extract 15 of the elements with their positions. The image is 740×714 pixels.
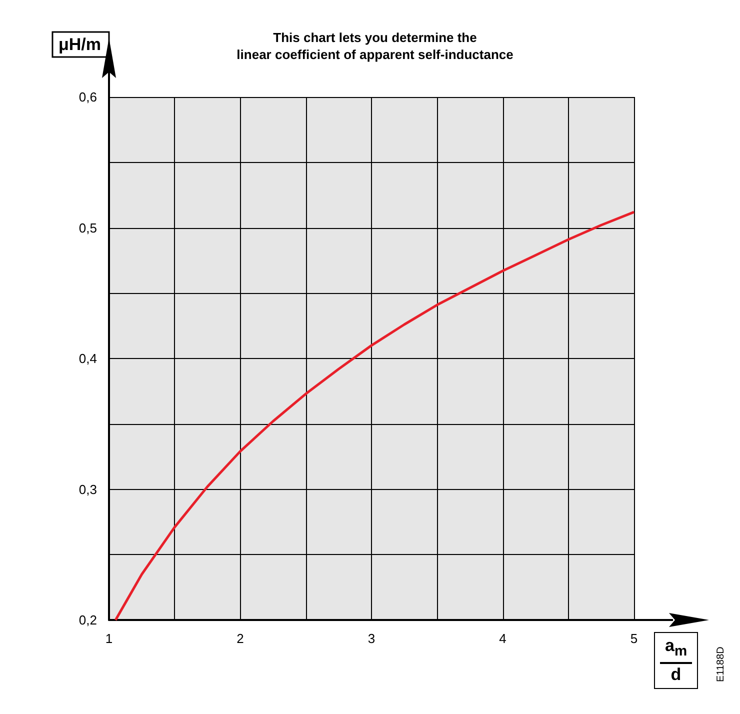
text: E1188D (716, 646, 726, 682)
x-axis-title: a$_{m}$ d (655, 635, 697, 686)
x-tick-label: 5 (630, 631, 638, 646)
y-tick-label: 0,6 (78, 90, 97, 104)
x-tick-label: 3 (368, 631, 376, 646)
chart-title: This chart lets you determine the linear coefficient of apparent self-inductance (236, 30, 514, 62)
line-series (114, 210, 636, 622)
y-tick-label: 0,3 (78, 482, 97, 497)
y-axis-title: μH/m (58, 35, 101, 54)
y-tick-label: 0,4 (78, 351, 97, 366)
x-tick-label: 2 (236, 631, 244, 646)
x-tick-label: 4 (499, 631, 506, 646)
x-tick-label: 1 (105, 631, 113, 646)
y-tick-label: 0,2 (78, 612, 97, 628)
y-tick-label: 0,5 (78, 220, 97, 236)
